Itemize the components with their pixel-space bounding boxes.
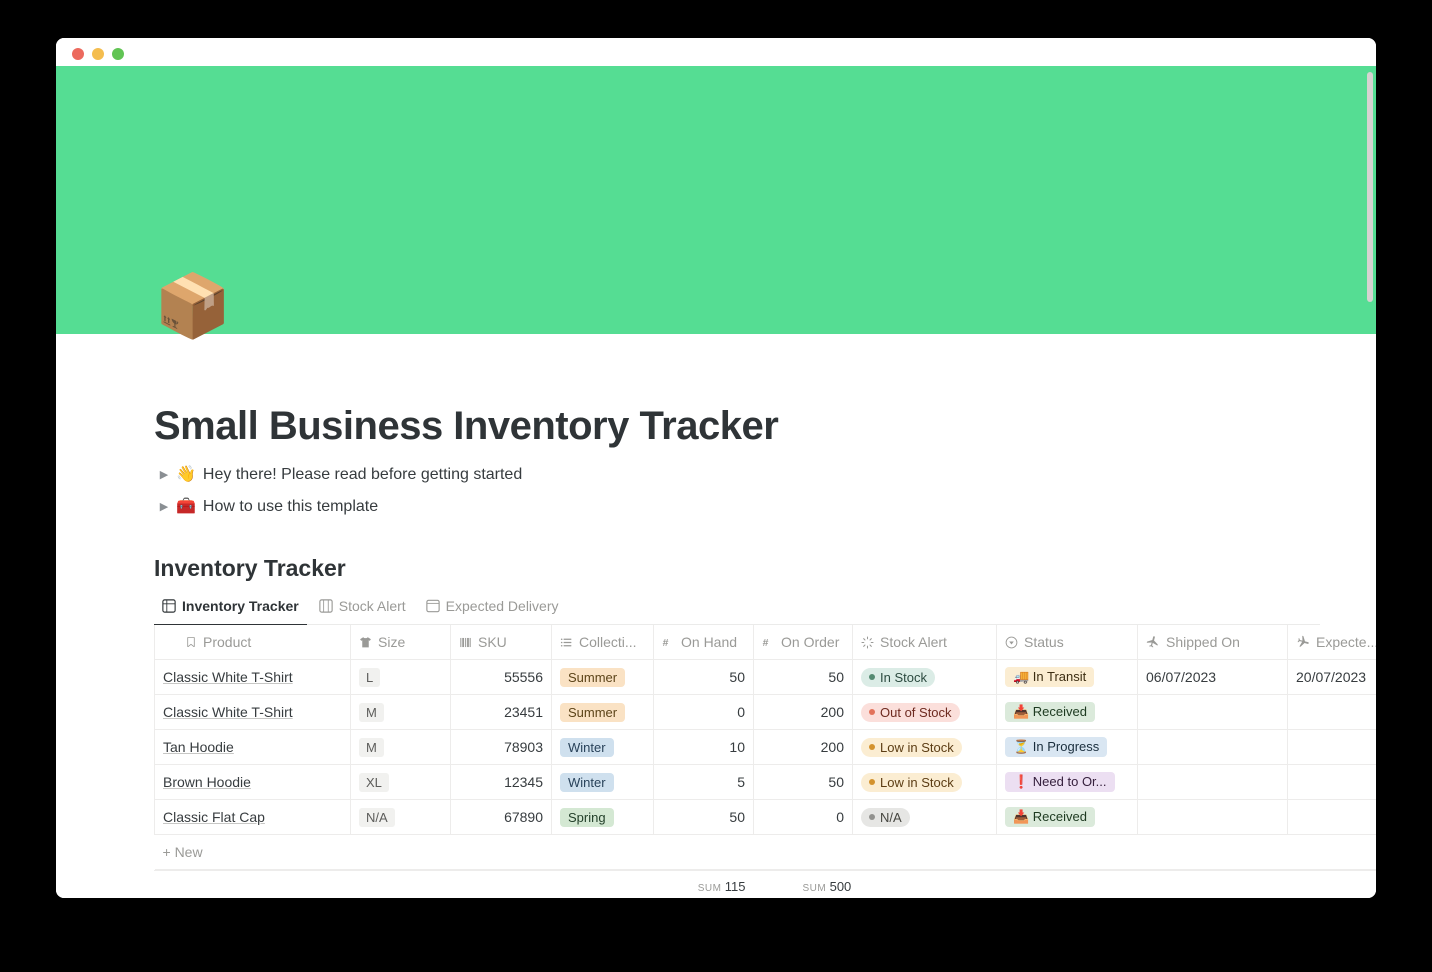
svg-text:#: # xyxy=(763,637,769,648)
svg-text:#: # xyxy=(663,637,669,648)
